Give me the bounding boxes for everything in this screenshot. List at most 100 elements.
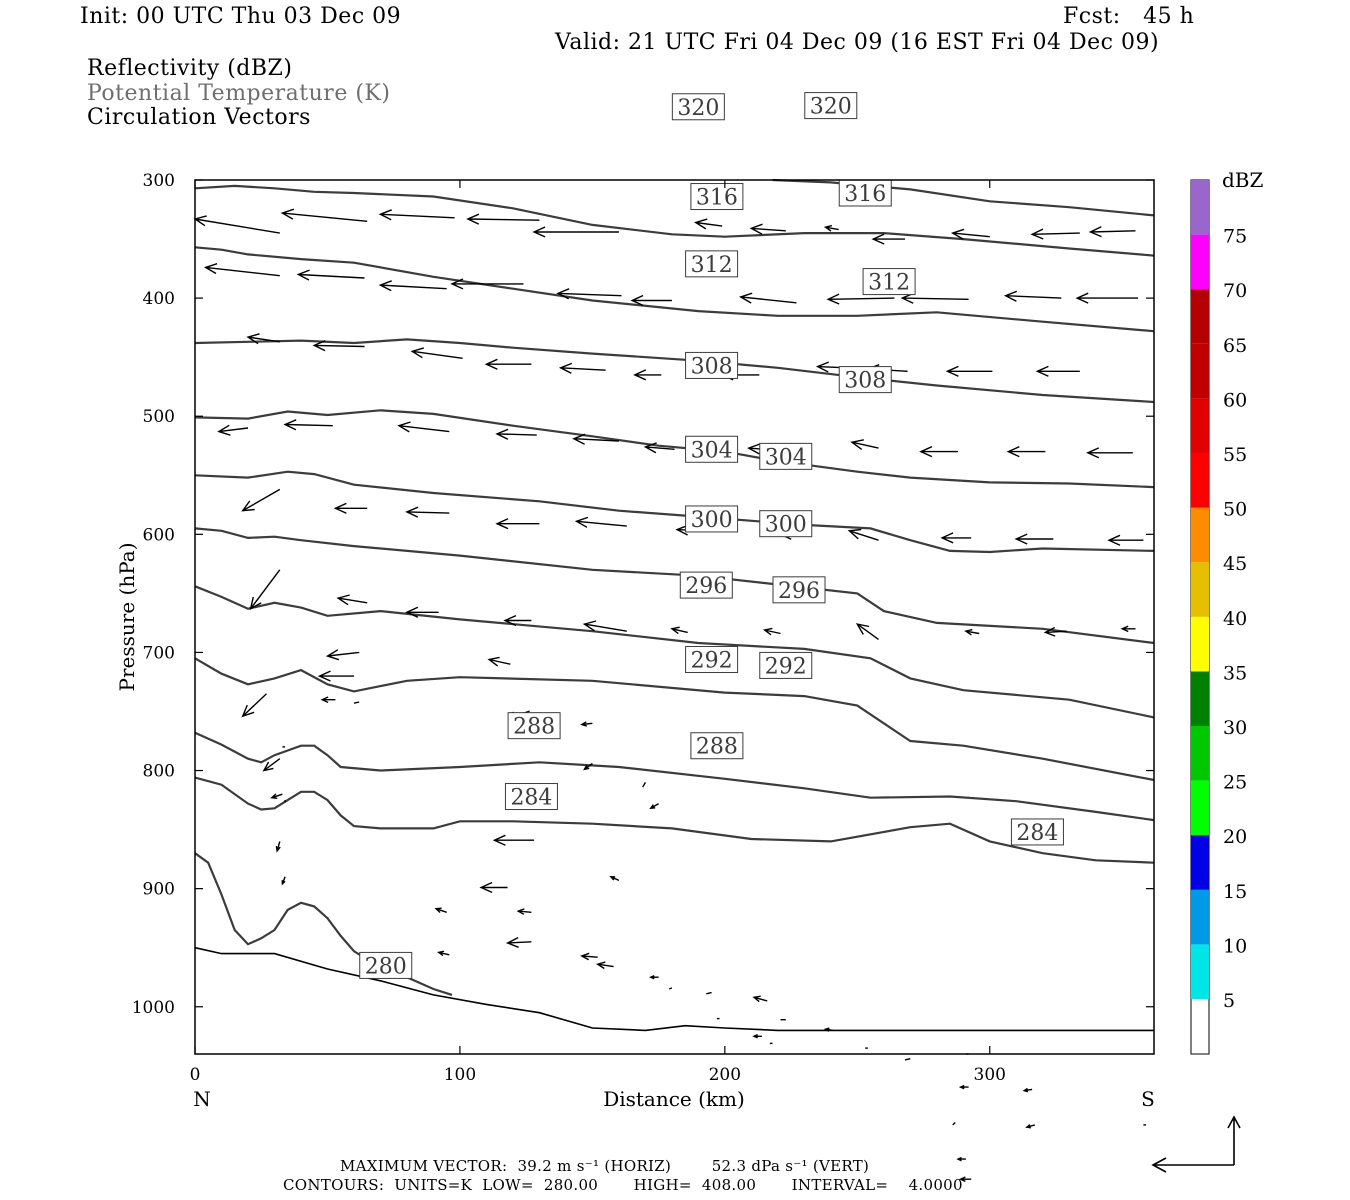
contour-label-300: 300	[759, 510, 813, 538]
circulation-vector	[434, 907, 447, 914]
contour-label-316: 316	[838, 179, 892, 207]
circulation-vector	[320, 696, 336, 704]
circulation-vector	[945, 365, 993, 377]
circulation-vector	[466, 213, 540, 225]
circulation-vector	[1043, 626, 1067, 637]
circulation-vector	[495, 428, 537, 440]
circulation-vector	[583, 762, 593, 771]
circulation-vector	[919, 446, 958, 458]
contour-300	[194, 527, 1155, 645]
circulation-vector	[1086, 447, 1133, 459]
contour-label-296: 296	[772, 576, 826, 604]
circulation-vector	[1120, 625, 1136, 633]
colorbar-band	[1191, 726, 1209, 781]
circulation-vector	[246, 333, 280, 345]
circulation-vector	[492, 834, 535, 846]
contour-label-292: 292	[759, 651, 813, 679]
contour-284	[194, 776, 1155, 864]
svg-text:300: 300	[765, 513, 807, 538]
contour-308	[194, 409, 1155, 489]
circulation-vector	[503, 614, 532, 627]
svg-text:280: 280	[365, 954, 407, 979]
reference-vector-icon	[1151, 1115, 1241, 1173]
contour-label-304: 304	[759, 442, 813, 470]
circulation-vector	[749, 223, 786, 235]
circulation-vector	[738, 292, 797, 304]
circulation-vector	[574, 516, 627, 528]
svg-text:296: 296	[685, 574, 727, 599]
circulation-vector	[1025, 1124, 1035, 1129]
circulation-vector	[516, 908, 532, 915]
circulation-vector	[1107, 534, 1144, 546]
contour-312	[194, 338, 1155, 404]
colorbar-band	[1191, 835, 1209, 890]
circulation-vector	[633, 369, 662, 381]
circulation-vector	[847, 528, 879, 541]
circulation-vector	[582, 620, 627, 632]
svg-text:316: 316	[844, 182, 886, 207]
y-tick-label: 1000	[132, 998, 175, 1018]
circulation-vector	[437, 950, 450, 957]
contour-label-296: 296	[679, 571, 733, 599]
circulation-vector	[572, 433, 619, 445]
circulation-vector	[855, 623, 879, 640]
contour-label-280: 280	[359, 951, 413, 979]
svg-text:288: 288	[513, 715, 555, 740]
colorbar-tick-label: 50	[1223, 499, 1247, 521]
theta-contours	[194, 178, 1155, 996]
svg-text:312: 312	[691, 253, 733, 278]
circulation-vector	[397, 421, 450, 433]
contour-label-320: 320	[671, 93, 725, 121]
colorbar-band	[1191, 671, 1209, 726]
circulation-vector	[823, 1027, 834, 1032]
y-tick-label: 300	[143, 171, 175, 191]
colorbar-tick-label: 70	[1223, 280, 1247, 302]
terrain-line	[194, 946, 1154, 1032]
circulation-vector	[378, 209, 455, 221]
svg-text:284: 284	[510, 786, 552, 811]
circulation-vector	[312, 340, 365, 352]
circulation-vector	[580, 952, 598, 961]
circulation-vector	[280, 208, 368, 222]
colorbar-tick-label: 40	[1223, 608, 1247, 630]
colorbar-tick-label: 30	[1223, 717, 1247, 739]
legend-circulation-vectors: Circulation Vectors	[87, 105, 311, 130]
contour-label-308: 308	[685, 351, 739, 379]
colorbar-tick-label: 20	[1223, 826, 1247, 848]
circulation-vector	[956, 1156, 966, 1162]
circulation-vector	[643, 442, 675, 454]
svg-text:316: 316	[696, 186, 738, 211]
plot-frame	[194, 179, 1155, 1055]
colorbar-tick-label: 5	[1223, 990, 1235, 1012]
circulation-vector	[694, 218, 723, 230]
colorbar-unit: dBZ	[1222, 168, 1264, 192]
svg-text:300: 300	[691, 508, 733, 533]
circulation-vector	[904, 1058, 911, 1061]
circulation-vector	[487, 656, 511, 667]
circulation-vector	[752, 995, 768, 1003]
circulation-vector	[450, 278, 524, 290]
colorbar-tick-label: 55	[1223, 444, 1247, 466]
circulation-vector	[1003, 290, 1062, 302]
circulation-vector	[1088, 226, 1136, 238]
circulation-vector	[958, 1176, 972, 1182]
circulation-vector	[479, 881, 508, 894]
circulation-vector	[270, 793, 283, 799]
circulation-vector	[1035, 365, 1080, 377]
colorbar-band	[1191, 234, 1209, 290]
y-tick-label: 900	[143, 880, 175, 900]
circulation-vector	[336, 594, 368, 606]
circulation-vector	[580, 721, 593, 727]
circulation-vectors	[193, 208, 1147, 1182]
circulation-vector	[1075, 292, 1139, 304]
svg-text:320: 320	[677, 96, 719, 121]
svg-text:320: 320	[810, 95, 852, 120]
circulation-vector	[964, 628, 980, 636]
circulation-vector	[596, 961, 614, 970]
circulation-vector	[752, 1034, 762, 1039]
circulation-vector	[495, 518, 540, 530]
circulation-vector	[762, 627, 781, 636]
legend-potential-temperature: Potential Temperature (K)	[87, 81, 391, 106]
y-tick-label: 700	[143, 643, 175, 663]
